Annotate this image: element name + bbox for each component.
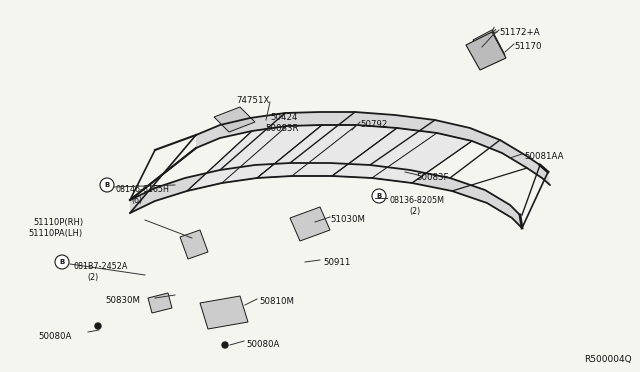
Circle shape [95,323,101,329]
Text: (6): (6) [131,196,142,205]
Polygon shape [257,125,357,178]
Circle shape [55,255,69,269]
Text: B: B [104,182,109,188]
Polygon shape [292,125,397,176]
Text: B: B [60,259,65,265]
Text: 51172+A: 51172+A [499,28,540,37]
Text: 51110P(RH): 51110P(RH) [33,218,83,227]
Polygon shape [290,207,330,241]
Circle shape [100,178,114,192]
Polygon shape [187,126,287,191]
Text: 51030M: 51030M [330,215,365,224]
Text: 081B7-2452A: 081B7-2452A [74,262,129,271]
Text: 50083F: 50083F [416,173,449,182]
Polygon shape [130,163,522,228]
Text: (2): (2) [87,273,99,282]
Text: 51170: 51170 [514,42,541,51]
Text: 08136-8205M: 08136-8205M [389,196,444,205]
Polygon shape [196,112,550,185]
Text: 74751X: 74751X [236,96,269,105]
Circle shape [222,342,228,348]
Text: 50830M: 50830M [105,296,140,305]
Polygon shape [466,32,506,70]
Polygon shape [148,293,172,313]
Polygon shape [200,296,248,329]
Polygon shape [214,107,255,132]
Text: 51110PA(LH): 51110PA(LH) [28,229,82,238]
Text: 50080A: 50080A [246,340,280,349]
Circle shape [372,189,386,203]
Polygon shape [180,230,208,259]
Text: 50911: 50911 [323,258,350,267]
Polygon shape [372,133,472,183]
Text: 50080A: 50080A [38,332,72,341]
Polygon shape [473,30,505,65]
Text: 50424: 50424 [270,113,298,122]
Polygon shape [332,128,437,178]
Text: R500004Q: R500004Q [584,355,632,364]
Text: 50810M: 50810M [259,297,294,306]
Text: 08146-6165H: 08146-6165H [116,185,170,194]
Text: 50083R: 50083R [265,124,298,133]
Text: 50792: 50792 [360,120,387,129]
Text: 50081AA: 50081AA [524,152,563,161]
Text: (2): (2) [409,207,420,216]
Polygon shape [222,125,322,183]
Text: B: B [376,193,381,199]
